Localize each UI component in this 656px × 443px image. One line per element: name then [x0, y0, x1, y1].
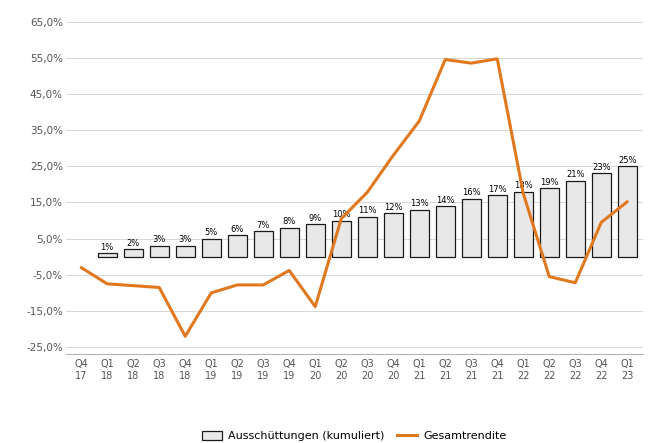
Text: 18%: 18%	[514, 181, 533, 190]
Bar	[566, 181, 584, 256]
Text: 14%: 14%	[436, 196, 455, 205]
Text: 21%: 21%	[566, 170, 584, 179]
Bar	[540, 188, 559, 256]
Text: 16%: 16%	[462, 188, 481, 198]
Text: 12%: 12%	[384, 203, 403, 212]
Bar	[98, 253, 117, 256]
Bar	[488, 195, 506, 256]
Bar	[462, 199, 481, 256]
Text: 3%: 3%	[178, 235, 192, 245]
Bar	[410, 210, 428, 256]
Text: 5%: 5%	[205, 228, 218, 237]
Text: 6%: 6%	[230, 225, 244, 233]
Text: 9%: 9%	[308, 214, 322, 223]
Bar	[254, 231, 273, 256]
Bar	[176, 246, 195, 256]
Bar	[202, 239, 220, 256]
Legend: Ausschüttungen (kumuliert), Gesamtrendite: Ausschüttungen (kumuliert), Gesamtrendit…	[197, 426, 511, 443]
Bar	[150, 246, 169, 256]
Bar	[124, 249, 142, 256]
Bar	[436, 206, 455, 256]
Text: 19%: 19%	[540, 178, 558, 187]
Bar	[514, 191, 533, 256]
Bar	[618, 166, 636, 256]
Bar	[306, 224, 325, 256]
Text: 13%: 13%	[410, 199, 428, 208]
Text: 3%: 3%	[153, 235, 166, 245]
Bar	[592, 174, 611, 256]
Text: 25%: 25%	[618, 156, 636, 165]
Text: 11%: 11%	[358, 206, 377, 215]
Text: 17%: 17%	[488, 185, 506, 194]
Bar	[358, 217, 377, 256]
Bar	[280, 228, 298, 256]
Text: 23%: 23%	[592, 163, 611, 172]
Bar	[384, 213, 403, 256]
Bar	[332, 221, 350, 256]
Text: 10%: 10%	[332, 210, 350, 219]
Text: 2%: 2%	[127, 239, 140, 248]
Text: 7%: 7%	[256, 221, 270, 230]
Text: 8%: 8%	[283, 218, 296, 226]
Text: 1%: 1%	[100, 243, 114, 252]
Bar	[228, 235, 247, 256]
